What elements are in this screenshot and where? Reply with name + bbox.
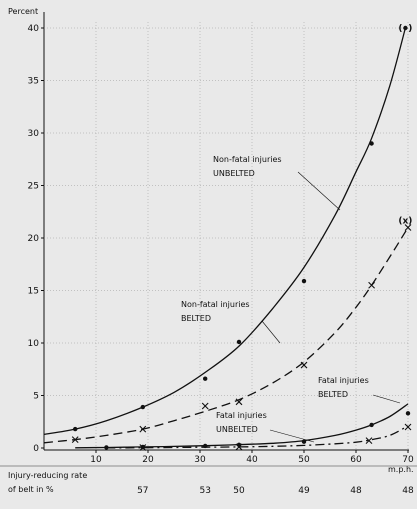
reduction-rate-value: 48: [350, 486, 362, 496]
data-point-x-stroke: [201, 402, 209, 410]
data-point-x-stroke: [300, 361, 308, 369]
gridlines: [44, 22, 409, 450]
data-point-x-stroke: [404, 423, 412, 431]
annotation-fatal-belted-line1: Fatal injuries: [318, 376, 369, 385]
reduction-rate-value: 50: [233, 486, 245, 496]
data-point-x-stroke: [235, 443, 243, 451]
x-tick-label: 40: [246, 455, 258, 465]
data-point-x: [235, 443, 243, 451]
data-point-x-stroke: [71, 436, 79, 443]
reduction-rates: 57 53 50 49 48 48: [137, 486, 414, 496]
y-tick-label: 30: [28, 129, 40, 139]
reduction-rate-value: 48: [402, 486, 414, 496]
y-tick-label: 10: [28, 339, 40, 349]
y-tick-label: 40: [28, 24, 40, 34]
data-point-dot: [203, 376, 208, 381]
annotation-leader: [297, 171, 341, 211]
data-point-x-stroke: [368, 281, 375, 289]
series-line-4: [106, 425, 409, 449]
data-point-x: [139, 425, 147, 433]
reduction-rate-value: 53: [199, 486, 210, 496]
reduction-rate-value: 57: [137, 486, 148, 496]
data-point-x: [365, 437, 373, 445]
data-point-dot: [140, 404, 145, 410]
data-point-x: [368, 281, 375, 289]
data-point-dot: [405, 411, 411, 416]
data-point-dot: [203, 443, 208, 449]
x-axis-title: m.p.h.: [388, 465, 414, 474]
data-point-x-stroke: [139, 425, 147, 433]
annotations: (•) (x) Non-fatal injuries UNBELTED Non-fata…: [181, 24, 412, 443]
data-point-x: [139, 444, 147, 451]
data-point-x: [71, 436, 79, 443]
y-tick-label: 35: [28, 77, 39, 87]
annotation-fatal-unbelted-line2: UNBELTED: [216, 425, 258, 434]
annotation-leader: [269, 429, 315, 443]
x-tick-label: 10: [90, 455, 102, 465]
y-tick-label: 15: [28, 287, 39, 297]
annotation-fatal-unbelted-line1: Fatal injuries: [216, 411, 267, 420]
data-point-dot: [236, 339, 242, 345]
series-markers: [71, 25, 412, 451]
reduction-label-line2: of belt in %: [8, 485, 54, 494]
reduction-label-line1: Injury-reducing rate: [8, 471, 87, 480]
reduction-rate-value: 49: [298, 486, 310, 496]
data-point-x: [235, 398, 243, 406]
annotation-nonfatal-belted-line1: Non-fatal injuries: [181, 300, 250, 309]
data-point-x: [404, 423, 412, 431]
series-line-1: [43, 27, 407, 436]
data-point-dot: [403, 25, 408, 31]
end-marker-belted: (x): [398, 217, 412, 227]
data-point-dot: [104, 445, 109, 450]
data-point-x-stroke: [404, 224, 412, 231]
axes: 0 5 10 15 20 25 30 35 40 10 20 30 40 50 60 70: [0, 12, 417, 467]
data-point-dot: [369, 422, 374, 428]
annotation-leader: [372, 394, 401, 404]
y-axis-title: Percent: [8, 7, 38, 16]
data-point-x-stroke: [365, 437, 373, 445]
y-tick-label: 25: [28, 182, 39, 192]
data-point-dot: [301, 439, 307, 444]
data-point-dot: [73, 426, 78, 432]
annotation-nonfatal-unbelted-line1: Non-fatal injuries: [213, 155, 282, 164]
data-point-x: [201, 402, 209, 410]
data-point-dot: [301, 278, 307, 284]
data-point-x: [404, 224, 412, 231]
annotation-nonfatal-belted-line2: BELTED: [181, 314, 211, 323]
data-point-x: [300, 361, 308, 369]
annotation-leader: [261, 320, 281, 344]
data-point-x-stroke: [235, 398, 243, 406]
y-tick-label: 5: [33, 392, 39, 402]
x-tick-label: 70: [402, 455, 414, 465]
x-tick-label: 30: [194, 455, 206, 465]
data-point-dot: [369, 141, 374, 146]
data-point-x-stroke: [139, 444, 147, 451]
annotation-nonfatal-unbelted-line2: UNBELTED: [213, 169, 255, 178]
x-tick-label: 20: [142, 455, 154, 465]
annotation-fatal-belted-line2: BELTED: [318, 390, 348, 399]
y-tick-label: 20: [28, 234, 40, 244]
y-tick-label: 0: [33, 444, 39, 454]
x-tick-label: 50: [298, 455, 310, 465]
x-tick-label: 60: [350, 455, 362, 465]
end-marker-unbelted: (•): [398, 24, 412, 34]
